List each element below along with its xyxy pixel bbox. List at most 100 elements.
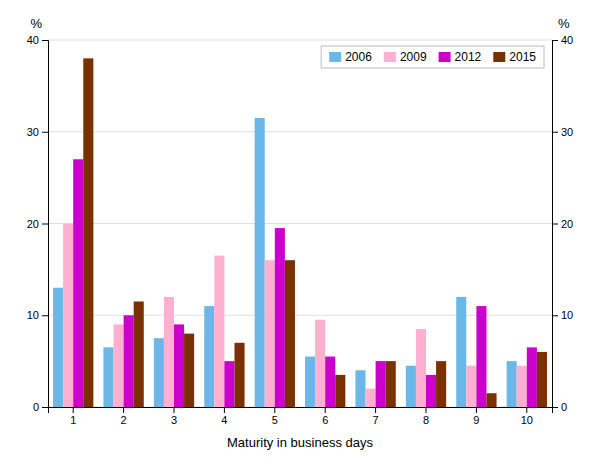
y2-tick-label: 40 [561,34,573,46]
bar [315,320,325,407]
legend-swatch [384,52,396,62]
bar [224,361,234,407]
tick-mark [174,407,175,413]
legend-swatch [493,52,505,62]
bar [376,361,386,407]
legend-label: 2015 [509,50,536,64]
bar [285,260,295,407]
tick-mark [123,407,124,413]
x-axis: 12345678910 [49,407,553,426]
bar [305,357,315,407]
bar [83,58,93,407]
x-tick-label: 9 [473,414,479,426]
bar [406,366,416,407]
bar [436,361,446,407]
y2-tick: 20 [552,218,573,230]
bar [466,366,476,407]
bar-series [63,224,527,408]
y-tick: 30 [27,126,48,138]
bar [154,338,164,407]
bar [204,306,214,407]
x-tick-label: 7 [373,414,379,426]
legend-swatch [439,52,451,62]
tick-mark [42,407,48,408]
legend-box [321,46,544,68]
tick-mark [42,224,48,225]
bar [265,260,275,407]
tick-mark [274,407,275,413]
x-tick: 10 [521,407,533,426]
grid-line [48,40,552,41]
bar [366,389,376,407]
bar [164,297,174,407]
bar [255,118,265,407]
bar [234,343,244,407]
bar [174,324,184,407]
tick-mark [552,132,558,133]
x-tick: 6 [322,407,328,426]
legend-label: 2006 [345,50,372,64]
x-tick: 7 [373,407,379,426]
y2-axis-title: % [558,16,570,31]
x-tick-label: 6 [322,414,328,426]
tick-mark [325,407,326,413]
axis-line [49,408,553,414]
tick-mark [476,407,477,413]
y-tick: 10 [27,309,48,321]
bar-series [53,118,517,407]
bar [134,301,144,407]
bar [517,366,527,407]
y-axis: 0 10 20 30 40 [27,34,49,413]
legend-item: 2015 [493,50,536,64]
x-tick: 5 [272,407,278,426]
x-tick: 1 [70,407,76,426]
x-tick-label: 8 [423,414,429,426]
y-tick-label: 10 [27,309,39,321]
x-tick-label: 4 [221,414,227,426]
legend-swatch [329,52,341,62]
x-tick: 3 [171,407,177,426]
bar [53,288,63,407]
bar [456,297,466,407]
y-tick-label: 20 [27,218,39,230]
y2-tick-label: 20 [561,218,573,230]
bar [335,375,345,407]
y2-tick-label: 10 [561,309,573,321]
y-axis-title: % [30,16,42,31]
grid [48,40,552,407]
tick-mark [42,40,48,41]
bar [214,256,224,407]
y2-tick: 30 [552,126,573,138]
tick-mark [552,224,558,225]
bar [275,228,285,407]
plot: 12345678910010203040010203040Maturity in… [27,16,574,450]
axis-line [553,41,559,408]
y-tick: 40 [27,34,48,46]
x-tick: 8 [423,407,429,426]
y2-axis: 010203040 [552,34,573,413]
bar [386,361,396,407]
legend-item: 2009 [384,50,427,64]
x-tick: 9 [473,407,479,426]
y2-tick-label: 30 [561,126,573,138]
legend-label: 2009 [400,50,427,64]
legend-item: 2006 [329,50,372,64]
y-tick: 0 [33,401,48,413]
axis-line [42,41,49,408]
y2-tick: 10 [552,309,573,321]
y-tick: 20 [27,218,48,230]
bar [325,357,335,407]
bar [63,224,73,408]
tick-mark [526,407,527,413]
legend-label: 2012 [455,50,482,64]
bars [53,58,547,407]
chart: 12345678910010203040010203040Maturity in… [0,0,600,459]
bar [426,375,436,407]
bar-series [83,58,547,407]
bar [184,334,194,407]
bar [476,306,486,407]
legend-item: 2012 [439,50,482,64]
y2-tick: 40 [552,34,573,46]
x-tick-label: 1 [70,414,76,426]
tick-mark [42,132,48,133]
